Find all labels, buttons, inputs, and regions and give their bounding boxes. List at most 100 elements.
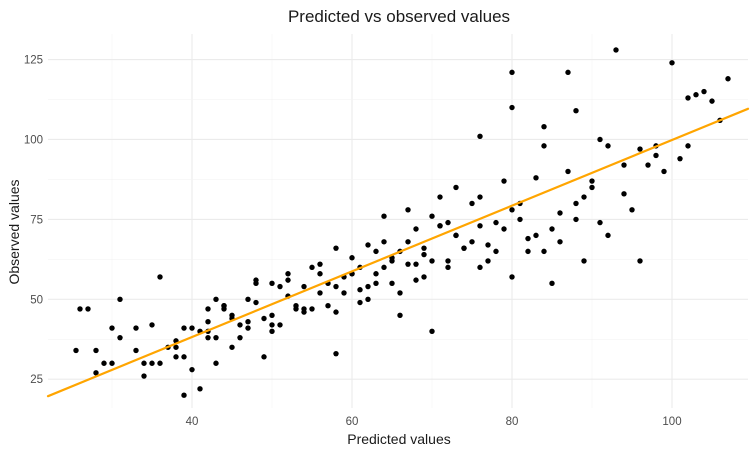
data-point [213, 334, 219, 341]
data-point [373, 271, 379, 277]
data-point [509, 69, 515, 76]
data-point [133, 325, 139, 331]
data-point [573, 108, 579, 114]
data-point [261, 315, 267, 322]
data-point [77, 306, 83, 312]
data-point [725, 76, 731, 82]
data-point [541, 124, 547, 130]
data-point [557, 239, 563, 245]
data-point [677, 155, 683, 162]
data-point [597, 219, 603, 226]
data-points [73, 47, 731, 398]
data-point [589, 178, 595, 184]
data-point [341, 290, 347, 296]
data-point [613, 47, 619, 53]
data-point [445, 219, 451, 226]
data-point [573, 200, 579, 207]
data-point [469, 239, 475, 245]
x-axis-title: Predicted values [347, 431, 451, 447]
data-point [117, 334, 123, 341]
data-point [445, 258, 451, 264]
data-point [509, 104, 515, 111]
data-point [101, 360, 107, 366]
data-point [621, 191, 627, 197]
data-point [557, 210, 563, 216]
data-point [549, 280, 555, 287]
data-point [149, 322, 155, 328]
data-point [181, 325, 187, 331]
data-point [437, 223, 443, 229]
data-point [253, 280, 259, 287]
data-point [93, 347, 99, 354]
fit-line-layer [46, 107, 750, 398]
y-tick-label: 125 [24, 55, 43, 67]
data-point [157, 274, 163, 280]
data-point [269, 280, 275, 287]
data-point [85, 306, 91, 312]
data-point [541, 248, 547, 255]
data-point [653, 152, 659, 159]
data-point [453, 232, 459, 239]
data-point [405, 207, 411, 213]
data-point [213, 360, 219, 366]
data-point [189, 366, 195, 373]
data-point [597, 136, 603, 143]
data-point [173, 354, 179, 360]
fit-line [46, 107, 750, 398]
data-point [245, 296, 251, 303]
data-point [701, 88, 707, 95]
data-point [397, 312, 403, 318]
data-point [581, 194, 587, 200]
data-point [533, 175, 539, 181]
data-point [477, 223, 483, 229]
grid [48, 34, 748, 408]
data-point [501, 226, 507, 232]
data-point [501, 178, 507, 184]
data-point [605, 232, 611, 239]
data-point [141, 373, 147, 379]
data-point [149, 360, 155, 366]
data-point [117, 296, 123, 303]
data-point [565, 69, 571, 76]
y-tick-label: 75 [30, 214, 43, 226]
data-point [237, 334, 243, 341]
data-point [493, 219, 499, 226]
data-point [429, 213, 435, 219]
data-point [181, 354, 187, 360]
data-point [661, 168, 667, 175]
data-point [469, 200, 475, 207]
data-point [269, 328, 275, 334]
data-point [477, 133, 483, 139]
data-point [669, 60, 675, 66]
data-point [317, 290, 323, 296]
data-point [485, 242, 491, 248]
data-point [525, 235, 531, 242]
data-point [277, 322, 283, 328]
data-point [365, 296, 371, 303]
y-tick-label: 50 [30, 294, 43, 306]
data-point [317, 271, 323, 277]
data-point [205, 318, 211, 325]
data-point [93, 370, 99, 376]
data-point [309, 264, 315, 271]
data-point [421, 245, 427, 251]
data-point [381, 239, 387, 245]
data-point [381, 213, 387, 219]
data-point [309, 306, 315, 312]
data-point [229, 344, 235, 350]
data-point [629, 207, 635, 213]
data-point [349, 255, 355, 261]
x-axis-ticks: 40 60 80 100 [186, 416, 682, 428]
data-point [493, 248, 499, 255]
data-point [565, 168, 571, 175]
data-point [517, 216, 523, 223]
data-point [245, 325, 251, 331]
data-point [381, 264, 387, 271]
data-point [333, 350, 339, 357]
data-point [253, 299, 259, 306]
data-point [237, 322, 243, 328]
data-point [189, 325, 195, 331]
data-point [453, 184, 459, 191]
data-point [541, 143, 547, 149]
